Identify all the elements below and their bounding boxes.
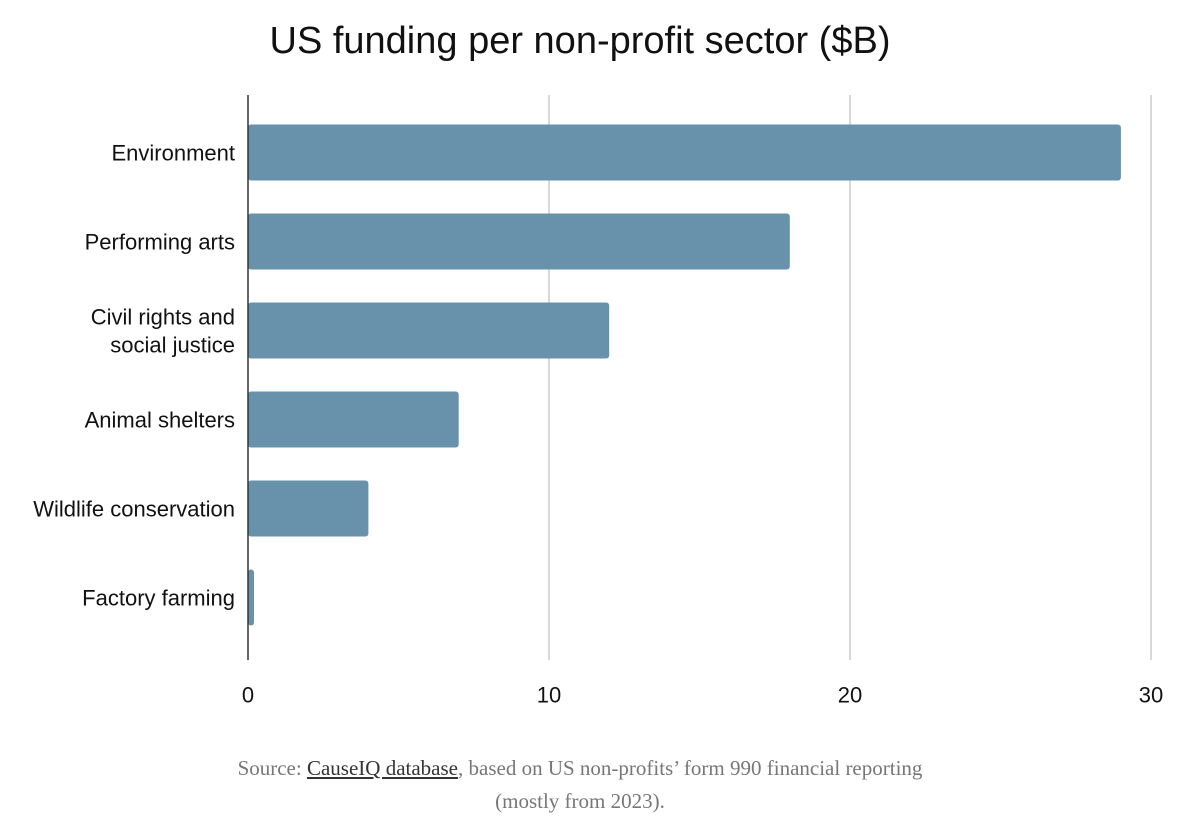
source-suffix: , based on US non-profits’ form 990 fina… [458,756,923,780]
category-label-line: Animal shelters [85,407,235,432]
category-label-line: Performing arts [85,229,235,254]
x-tick-label-30: 30 [1139,683,1163,708]
category-label-line: Civil rights and [91,304,235,329]
source-line-1: Source: CauseIQ database, based on US no… [0,752,1160,785]
x-tick-labels: 0 10 20 30 [242,683,1163,708]
category-labels: Environment Performing arts Civil rights a… [33,140,235,610]
source-prefix: Source: [237,756,307,780]
bars [248,124,1121,626]
category-label-4: Wildlife conservation [33,496,235,521]
category-label-line: social justice [110,332,235,357]
x-tick-label-20: 20 [838,683,862,708]
source-link[interactable]: CauseIQ database [306,756,458,780]
category-label-line: Environment [111,140,235,165]
category-label-0: Environment [111,140,235,165]
bar-2 [248,302,610,359]
bar-5 [248,569,255,626]
category-label-3: Animal shelters [85,407,235,432]
bar-3 [248,391,459,448]
bar-4 [248,480,369,537]
bar-chart: Environment Performing arts Civil rights a… [33,95,1163,708]
bar-0 [248,124,1121,181]
bar-1 [248,213,790,270]
category-label-line: Wildlife conservation [33,496,235,521]
gridlines [548,95,1152,660]
category-label-5: Factory farming [82,585,235,610]
source-note: Source: CauseIQ database, based on US no… [0,752,1160,818]
chart-title: US funding per non-profit sector ($B) [269,20,891,62]
x-tick-label-0: 0 [242,683,254,708]
category-label-2: Civil rights and social justice [91,304,235,357]
category-label-1: Performing arts [85,229,235,254]
category-label-line: Factory farming [82,585,235,610]
x-tick-label-10: 10 [537,683,561,708]
source-line-2: (mostly from 2023). [495,789,665,813]
